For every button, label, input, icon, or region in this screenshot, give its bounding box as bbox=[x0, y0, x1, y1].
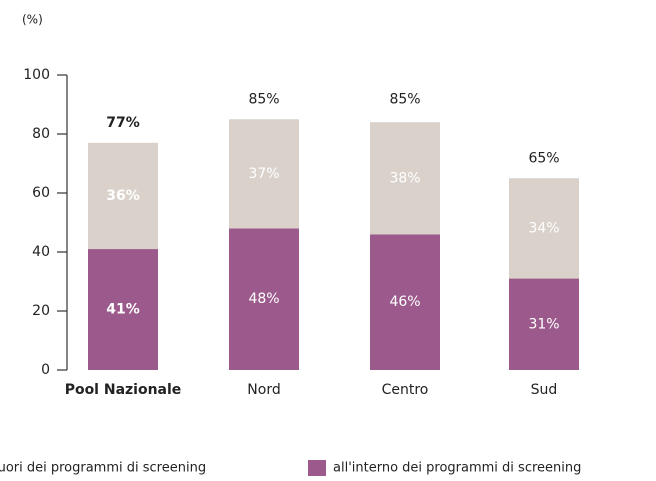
bar-segment bbox=[88, 142, 158, 250]
x-tick-label: Pool Nazionale bbox=[65, 382, 182, 398]
value-label: 48% bbox=[248, 291, 279, 307]
x-tick-label: Sud bbox=[531, 382, 558, 398]
bar-segment bbox=[370, 122, 440, 235]
y-tick-label: 100 bbox=[23, 67, 50, 83]
bar-segment bbox=[509, 178, 579, 279]
total-label: 85% bbox=[248, 91, 279, 107]
y-tick-label: 0 bbox=[41, 362, 50, 378]
x-tick-label: Centro bbox=[382, 382, 429, 398]
bar-segment bbox=[229, 228, 299, 370]
value-label: 36% bbox=[106, 188, 140, 204]
value-label: 31% bbox=[528, 316, 559, 332]
total-label: 65% bbox=[528, 150, 559, 166]
bar-segment bbox=[229, 119, 299, 229]
value-label: 41% bbox=[106, 302, 140, 318]
total-label: 85% bbox=[389, 91, 420, 107]
y-tick-label: 80 bbox=[32, 126, 50, 142]
value-label: 37% bbox=[248, 166, 279, 182]
bar-segment bbox=[88, 249, 158, 370]
legend-swatch bbox=[308, 460, 326, 476]
y-tick-label: 20 bbox=[32, 303, 50, 319]
value-label: 46% bbox=[389, 294, 420, 310]
x-tick-label: Nord bbox=[247, 382, 280, 398]
value-label: 34% bbox=[528, 220, 559, 236]
legend-label: all'interno dei programmi di screening bbox=[333, 461, 581, 476]
legend-label: fuori dei programmi di screening bbox=[0, 461, 206, 476]
bar-segment bbox=[509, 278, 579, 370]
y-tick-label: 60 bbox=[32, 185, 50, 201]
y-tick-label: 40 bbox=[32, 244, 50, 260]
bar-segment bbox=[370, 234, 440, 370]
total-label: 77% bbox=[106, 115, 140, 131]
y-axis-label: (%) bbox=[22, 13, 43, 27]
value-label: 38% bbox=[389, 170, 420, 186]
